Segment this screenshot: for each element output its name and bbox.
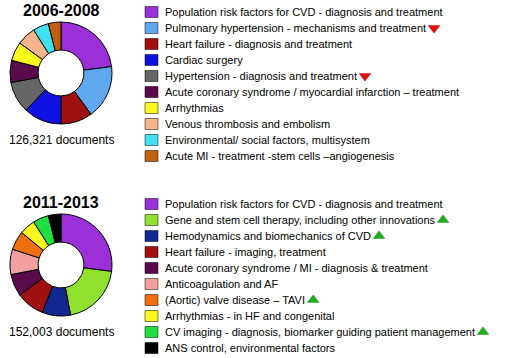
svg-text:Environmental/ social factors,: Environmental/ social factors, multisyst… (165, 134, 370, 146)
svg-text:Cardiac surgery: Cardiac surgery (165, 54, 243, 66)
svg-text:152,003 documents: 152,003 documents (9, 325, 114, 339)
svg-text:Arrhythmias - in HF and congen: Arrhythmias - in HF and congenital (165, 310, 334, 322)
svg-text:(Aortic) valve disease – TAVI: (Aortic) valve disease – TAVI (165, 294, 305, 306)
svg-text:Arrhythmias: Arrhythmias (165, 102, 224, 114)
svg-text:Population risk factors for CV: Population risk factors for CVD - diagno… (165, 198, 443, 210)
svg-text:Population risk factors for CV: Population risk factors for CVD - diagno… (165, 6, 443, 18)
svg-text:126,321 documents: 126,321 documents (9, 133, 114, 147)
svg-text:Hypertension - diagnosis and t: Hypertension - diagnosis and treatment (165, 70, 357, 82)
svg-text:Anticoagulation and AF: Anticoagulation and AF (165, 278, 278, 290)
svg-text:Venous thrombosis and embolism: Venous thrombosis and embolism (165, 118, 330, 130)
svg-text:2011-2013: 2011-2013 (23, 194, 99, 211)
svg-text:Gene and stem cell therapy, in: Gene and stem cell therapy, including ot… (165, 214, 436, 226)
svg-text:CV imaging - diagnosis, biomar: CV imaging - diagnosis, biomarker guidin… (165, 326, 475, 338)
svg-text:Hemodynamics and biomechanics: Hemodynamics and biomechanics of CVD (165, 230, 371, 242)
svg-text:Acute coronary syndrome / myoc: Acute coronary syndrome / myocardial inf… (165, 86, 459, 98)
svg-text:ANS control, environmental fac: ANS control, environmental factors (165, 342, 335, 354)
svg-text:Acute MI - treatment -stem cel: Acute MI - treatment -stem cells –angiog… (165, 150, 395, 162)
svg-text:Acute coronary syndrome / MI -: Acute coronary syndrome / MI - diagnosis… (165, 262, 428, 274)
svg-text:Pulmonary hypertension - mecha: Pulmonary hypertension - mechanisms and … (165, 22, 426, 34)
svg-text:2006-2008: 2006-2008 (23, 2, 100, 19)
svg-text:Heart failure - diagnosis and: Heart failure - diagnosis and treatment (165, 38, 352, 50)
svg-text:Heart failure - imaging, treat: Heart failure - imaging, treatment (165, 246, 326, 258)
